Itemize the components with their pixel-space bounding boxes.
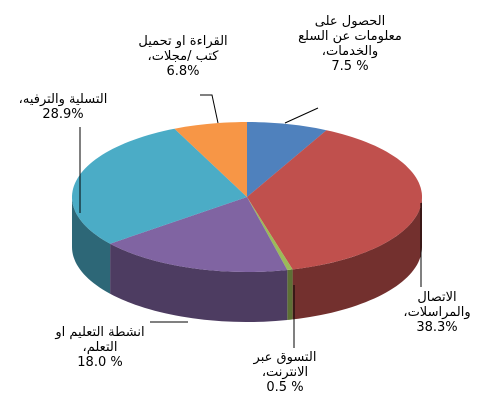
slice-side xyxy=(287,269,293,320)
value-label: 6.8% xyxy=(166,64,200,79)
category-label: الاتصال والمراسلات، xyxy=(403,290,471,320)
slice xyxy=(247,122,327,197)
value-label: 38.3% xyxy=(416,320,458,335)
data-label: التسوق عبر الانترنت، 0.5 % xyxy=(230,350,340,395)
leader-line xyxy=(200,94,219,124)
slice xyxy=(110,197,288,272)
slice xyxy=(174,122,247,197)
category-label: القراءة او تحميل كتب /مجلات، xyxy=(138,34,228,64)
slice xyxy=(247,130,422,270)
category-label: الحصول على معلومات عن السلع والخدمات، xyxy=(298,14,402,59)
value-label: 28.9% xyxy=(42,107,84,122)
value-label: 0.5 % xyxy=(266,380,304,395)
data-label: الاتصال والمراسلات، 38.3% xyxy=(382,290,492,335)
slice xyxy=(247,197,293,270)
slice-side xyxy=(110,243,288,322)
slice-side xyxy=(292,197,422,320)
value-label: 7.5 % xyxy=(331,59,369,74)
data-label: القراءة او تحميل كتب /مجلات، 6.8% xyxy=(128,34,238,79)
category-label: انشطة التعليم او التعلم، xyxy=(55,325,145,355)
category-label: التسوق عبر الانترنت، xyxy=(253,350,317,380)
data-label: الحصول على معلومات عن السلع والخدمات، 7.5… xyxy=(295,14,405,74)
slice-side xyxy=(72,197,111,294)
data-label: التسلية والترفيه، 28.9% xyxy=(8,92,118,122)
leader-line xyxy=(284,107,319,124)
slice xyxy=(72,128,247,244)
data-label: انشطة التعليم او التعلم، 18.0 % xyxy=(45,325,155,370)
category-label: التسلية والترفيه، xyxy=(18,92,108,107)
value-label: 18.0 % xyxy=(77,355,123,370)
